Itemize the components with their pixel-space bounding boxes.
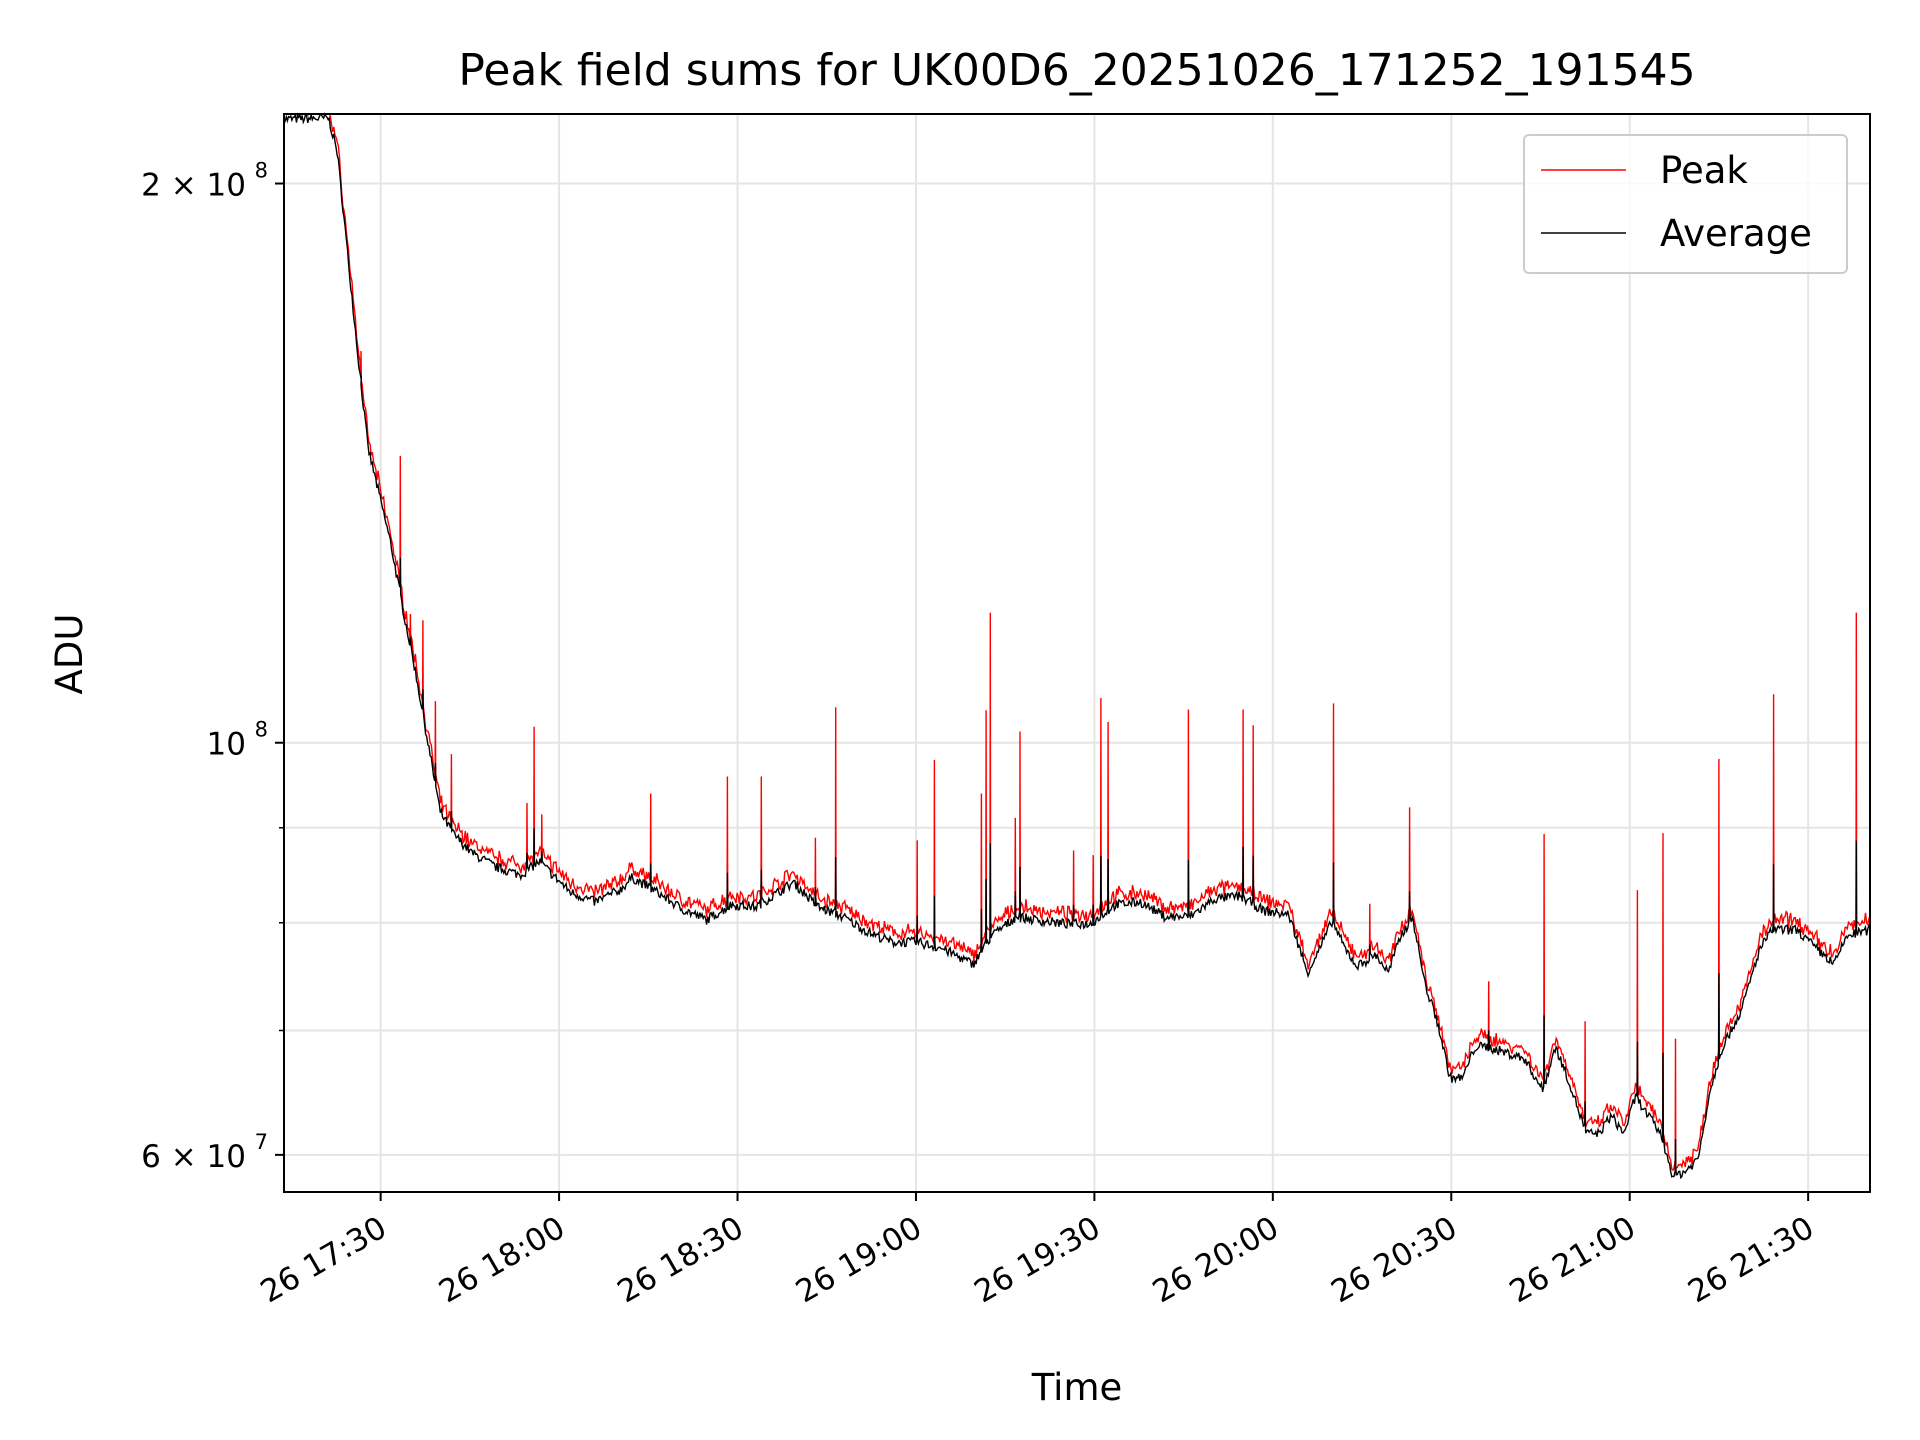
average-series-line	[283, 112, 1871, 1180]
grid	[284, 114, 1870, 1192]
x-tick-label: 26 20:00	[1147, 1210, 1285, 1310]
x-axis-label: Time	[1031, 1366, 1123, 1409]
y-axis-label: ADU	[48, 614, 91, 695]
x-tick-label: 26 19:00	[790, 1210, 928, 1310]
y-tick-label: 2 × 10	[141, 168, 246, 204]
axes: 26 17:30 26 18:00 26 18:30 26 19:00 26 19:30…	[141, 113, 1871, 1310]
plot-area	[283, 112, 1871, 1180]
chart-title: Peak field sums for UK00D6_20251026_1712…	[458, 45, 1695, 96]
x-tick-label: 26 20:30	[1325, 1210, 1463, 1310]
y-tick-label: 6 × 10	[141, 1139, 246, 1175]
axes-frame	[283, 113, 1871, 1193]
legend: Peak Average	[1523, 134, 1848, 274]
legend-average-label: Average	[1660, 212, 1812, 255]
legend-peak-label: Peak	[1660, 149, 1748, 192]
y-tick-exponent: 8	[255, 718, 268, 742]
x-tick-label: 26 21:30	[1682, 1210, 1820, 1310]
y-tick-exponent: 7	[255, 1130, 268, 1154]
x-tick-label: 26 18:30	[611, 1210, 749, 1310]
x-tick-label: 26 18:00	[433, 1210, 571, 1310]
x-tick-label: 26 19:30	[968, 1210, 1106, 1310]
y-tick-exponent: 8	[255, 159, 268, 183]
y-tick-label: 10	[207, 727, 246, 763]
x-tick-label: 26 17:30	[255, 1210, 393, 1310]
x-tick-label: 26 21:00	[1504, 1210, 1642, 1310]
